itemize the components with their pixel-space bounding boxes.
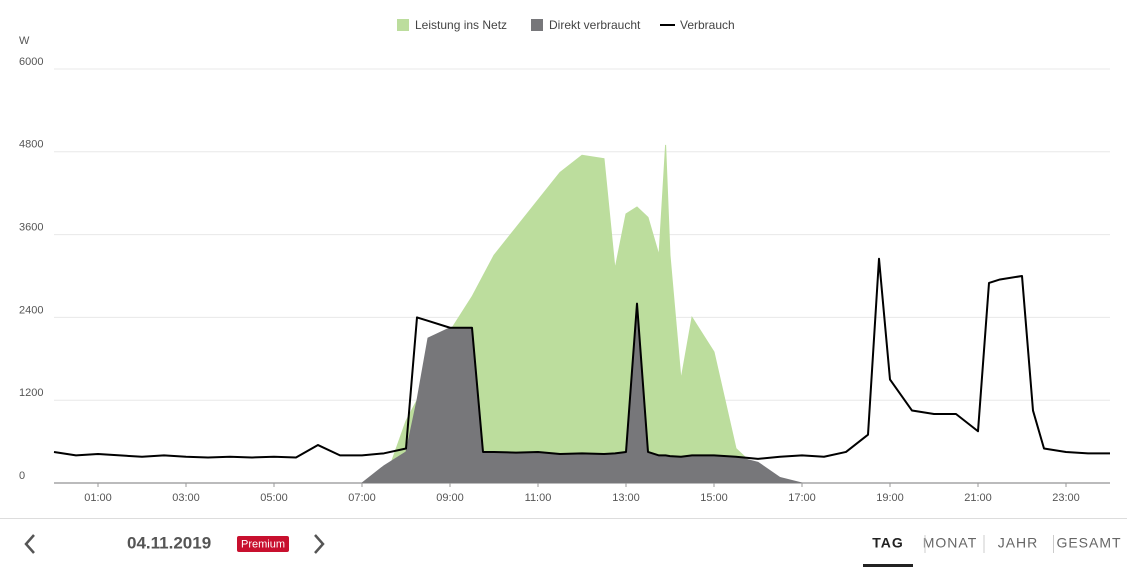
x-tick-label: 01:00 [84, 492, 112, 504]
x-tick-label: 15:00 [700, 492, 728, 504]
y-tick-label: 4800 [19, 139, 43, 151]
x-tick-label: 21:00 [964, 492, 992, 504]
tab[interactable]: GESAMT [1056, 535, 1121, 551]
area [54, 144, 1110, 484]
y-tick-label: 3600 [19, 222, 43, 234]
x-tick-label: 07:00 [348, 492, 376, 504]
legend-label: Direkt verbraucht [549, 18, 641, 32]
x-tick-label: 09:00 [436, 492, 464, 504]
tab[interactable]: TAG [872, 535, 904, 551]
y-tick-label: 6000 [19, 56, 43, 68]
legend-swatch [397, 19, 409, 31]
legend-label: Leistung ins Netz [415, 18, 507, 32]
x-tick-label: 17:00 [788, 492, 816, 504]
y-tick-label: 2400 [19, 304, 43, 316]
date: 04.11.2019 [127, 533, 211, 552]
y-tick-label: 0 [19, 470, 25, 482]
legend-swatch [531, 19, 543, 31]
x-tick-label: 05:00 [260, 492, 288, 504]
x-tick-label: 19:00 [876, 492, 904, 504]
chart: W 0 1200 2400 3600 4800 6000 01:00 03:00 05:00 07… [19, 18, 1110, 504]
toolbar: 04.11.2019 Premium TAG MONAT JAHR GESAMT [0, 518, 1127, 567]
tab[interactable]: MONAT [923, 535, 978, 551]
x-tick-label: 11:00 [525, 492, 552, 504]
y-tick-label: 1200 [19, 387, 43, 399]
x-tick-label: 23:00 [1052, 492, 1080, 504]
legend-label: Verbrauch [680, 18, 735, 32]
line [53, 257, 1110, 460]
premium-badge [237, 536, 289, 552]
tab[interactable]: JAHR [998, 535, 1039, 551]
badge-text: Premium [241, 538, 285, 550]
x-tick-label: 03:00 [172, 492, 200, 504]
x-tick-label: 13:00 [612, 492, 640, 504]
prev-arrow[interactable] [24, 534, 35, 554]
y-unit: W [19, 35, 30, 47]
next-arrow[interactable] [314, 534, 325, 554]
